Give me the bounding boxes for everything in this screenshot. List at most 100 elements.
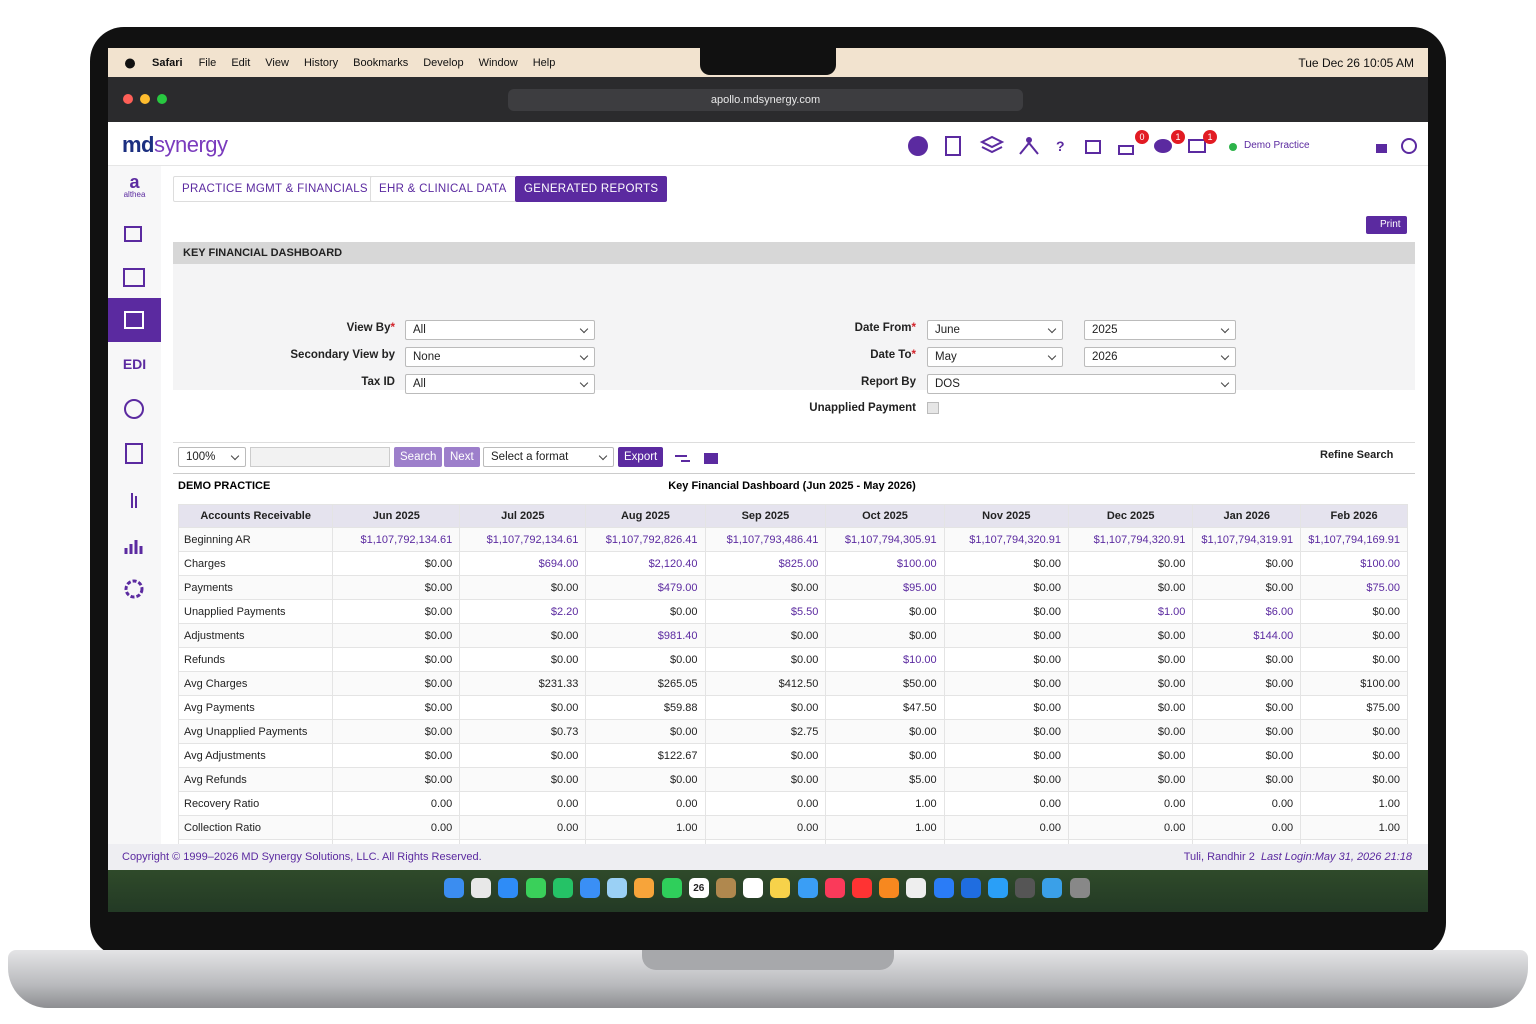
dock-icon[interactable]: [634, 878, 655, 898]
practice-select[interactable]: Demo Practice: [1244, 140, 1356, 151]
nav-edi[interactable]: EDI: [122, 356, 147, 372]
dock-icon[interactable]: [906, 878, 927, 898]
cell[interactable]: $694.00: [459, 551, 587, 576]
address-bar[interactable]: apollo.mdsynergy.com: [508, 89, 1023, 111]
nav-calendar[interactable]: [122, 266, 148, 288]
dock-icon[interactable]: [498, 878, 519, 898]
export-button[interactable]: Export: [618, 447, 664, 467]
althea[interactable]: a althea: [108, 173, 161, 199]
select[interactable]: May: [927, 347, 1063, 367]
cell[interactable]: $75.00: [1300, 575, 1408, 600]
menu-item[interactable]: History: [303, 56, 339, 69]
menu-item[interactable]: File: [198, 56, 217, 69]
dock-icon[interactable]: [797, 878, 818, 898]
cell[interactable]: $1,107,794,319.91: [1192, 527, 1302, 552]
cell[interactable]: $95.00: [825, 575, 945, 600]
tab[interactable]: EHR & CLINICAL DATA: [370, 176, 516, 202]
menu-item[interactable]: Bookmarks: [353, 56, 409, 69]
cell[interactable]: $981.40: [585, 623, 706, 648]
dock-icon[interactable]: [743, 878, 764, 898]
menu-item[interactable]: Help: [532, 56, 556, 69]
nav-settings[interactable]: [122, 578, 148, 600]
cell[interactable]: $2.20: [459, 599, 587, 624]
dock-icon[interactable]: [471, 878, 492, 898]
header-icons[interactable]: ?: [906, 134, 1226, 158]
menu-app[interactable]: Safari: [152, 56, 183, 69]
select[interactable]: 2026: [1084, 347, 1236, 367]
refine-search[interactable]: Refine Search: [1320, 449, 1393, 461]
cell[interactable]: $2,120.40: [585, 551, 706, 576]
select[interactable]: All: [405, 320, 595, 340]
cell[interactable]: $6.00: [1192, 599, 1302, 624]
dock-icon[interactable]: [580, 878, 600, 898]
cell[interactable]: $1,107,792,134.61: [332, 527, 461, 552]
cell[interactable]: $100.00: [825, 551, 945, 576]
zoom-select[interactable]: 100%: [178, 447, 246, 467]
cell[interactable]: $10.00: [825, 647, 945, 672]
nav-dollar[interactable]: [122, 398, 148, 420]
cell[interactable]: $144.00: [1192, 623, 1302, 648]
nav-icon[interactable]: [122, 222, 148, 244]
dock-icon[interactable]: [988, 878, 1008, 898]
cell: $0.00: [943, 623, 1070, 648]
dock-icon[interactable]: [1069, 878, 1090, 898]
tab[interactable]: PRACTICE MGMT & FINANCIALS: [173, 176, 377, 202]
cell: 0.00: [1192, 791, 1302, 816]
lock-power[interactable]: [1373, 136, 1418, 156]
cell[interactable]: $1,107,794,305.91: [825, 527, 945, 552]
cell[interactable]: $100.00: [1300, 551, 1408, 576]
dock-icon[interactable]: [607, 878, 628, 898]
dock-icon[interactable]: [770, 878, 791, 898]
print-button[interactable]: Print: [1366, 216, 1407, 234]
nav-hand[interactable]: [122, 488, 148, 510]
cell[interactable]: $1,107,794,169.91: [1300, 527, 1408, 552]
cell[interactable]: $5.50: [704, 599, 827, 624]
dock-icon[interactable]: [960, 878, 981, 898]
nav-chart[interactable]: [122, 534, 148, 556]
menu-item[interactable]: Edit: [231, 56, 251, 69]
cell[interactable]: $1,107,793,486.41: [704, 527, 827, 552]
dock-icon[interactable]: [852, 878, 872, 898]
select[interactable]: DOS: [927, 374, 1236, 394]
dock-icon[interactable]: [1042, 878, 1063, 898]
logo[interactable]: mdsynergy: [122, 132, 228, 158]
menu-item[interactable]: View: [265, 56, 289, 69]
tab[interactable]: GENERATED REPORTS: [515, 176, 668, 202]
nav-docs[interactable]: [122, 442, 148, 464]
dock-icon[interactable]: [716, 878, 736, 898]
nav-active[interactable]: [108, 298, 161, 342]
dock-icon[interactable]: [879, 878, 900, 898]
next-button[interactable]: Next: [444, 447, 480, 467]
dock-icon[interactable]: [824, 878, 845, 898]
format-select[interactable]: Select a format: [483, 447, 614, 467]
menu-item[interactable]: Develop: [423, 56, 464, 69]
select[interactable]: None: [405, 347, 595, 367]
cell: $0.00: [1192, 767, 1302, 792]
dock-icon[interactable]: [525, 878, 546, 898]
select[interactable]: All: [405, 374, 595, 394]
dock-icon[interactable]: [444, 878, 464, 898]
cell[interactable]: $1,107,794,320.91: [943, 527, 1070, 552]
dock-icon[interactable]: 26: [688, 878, 709, 898]
menu-item[interactable]: Window: [478, 56, 518, 69]
cell[interactable]: $1.00: [1067, 599, 1194, 624]
dock-icon[interactable]: [1015, 878, 1036, 898]
dock-icon[interactable]: [661, 878, 682, 898]
select[interactable]: June: [927, 320, 1063, 340]
apple-icon[interactable]: [124, 56, 136, 69]
cell: 0.00: [1067, 791, 1194, 816]
dock-icon[interactable]: [933, 878, 954, 898]
cell[interactable]: $1,107,792,134.61: [459, 527, 587, 552]
select[interactable]: 2025: [1084, 320, 1236, 340]
window-controls[interactable]: [122, 93, 172, 105]
cell[interactable]: $1,107,792,826.41: [585, 527, 706, 552]
row-label: Avg Unapplied Payments: [178, 719, 334, 744]
search-input[interactable]: [250, 447, 390, 467]
dock-icon[interactable]: [552, 878, 573, 898]
cell[interactable]: $479.00: [585, 575, 706, 600]
checkbox[interactable]: [927, 402, 939, 414]
search-button[interactable]: Search: [394, 447, 443, 467]
toolbar-icons[interactable]: [672, 448, 722, 468]
cell[interactable]: $825.00: [704, 551, 827, 576]
cell[interactable]: $1,107,794,320.91: [1067, 527, 1194, 552]
